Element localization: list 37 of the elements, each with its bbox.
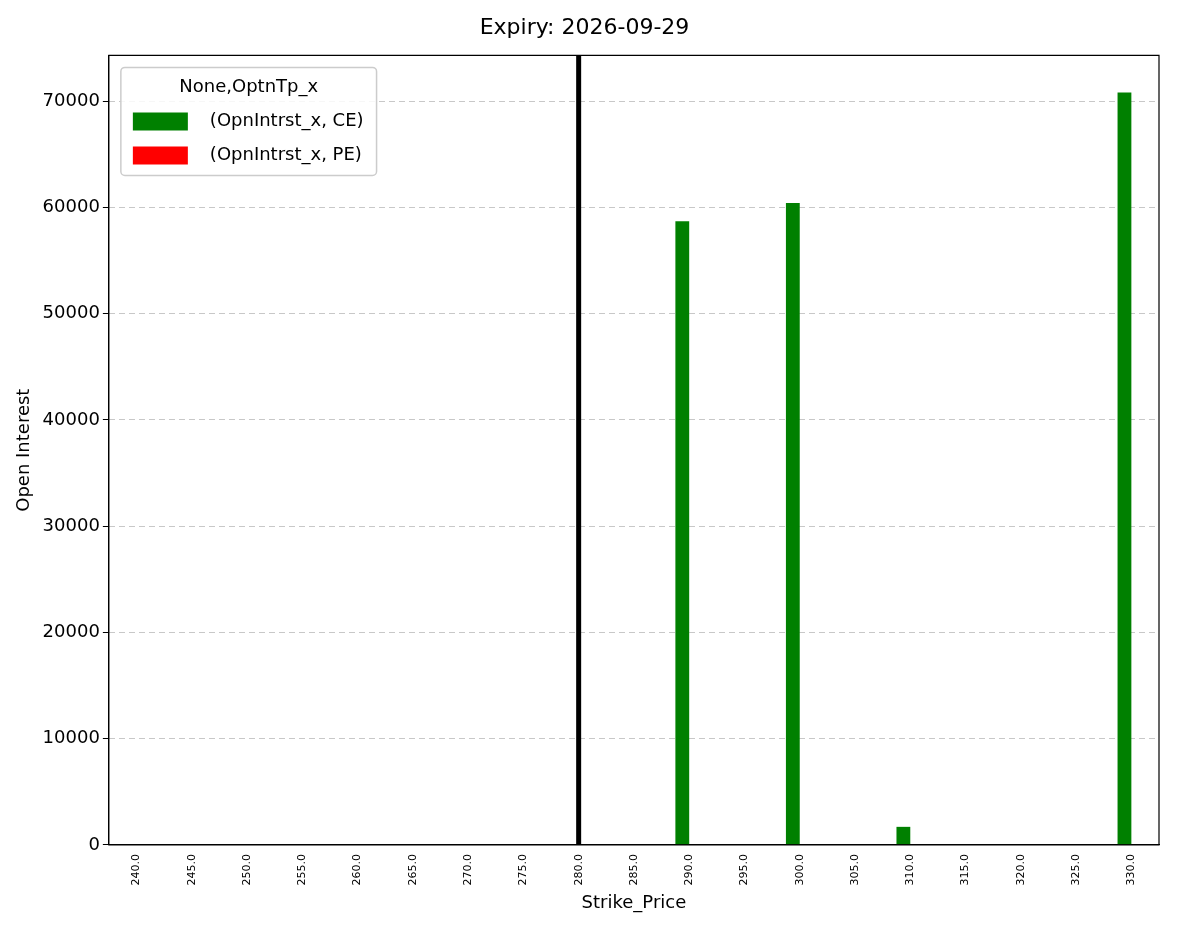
y-tick-label: 10000 [42, 726, 100, 748]
x-tick-label: 290.0 [682, 853, 696, 886]
x-tick-label: 245.0 [184, 853, 198, 886]
y-tick-label: 50000 [42, 301, 100, 323]
x-tick-label: 240.0 [129, 853, 143, 886]
y-tick-label: 40000 [42, 407, 100, 429]
y-tick-label: 30000 [42, 513, 100, 535]
x-tick-label: 280.0 [571, 853, 585, 886]
x-tick-label: 275.0 [516, 853, 530, 886]
x-tick-label: 250.0 [239, 853, 253, 886]
x-tick-label: 310.0 [903, 853, 917, 886]
bar [1117, 92, 1132, 845]
x-tick-label: 265.0 [405, 853, 419, 886]
y-tick-label: 20000 [42, 620, 100, 642]
y-tick-label: 60000 [42, 195, 100, 217]
x-axis-title: Strike_Price [581, 890, 687, 913]
y-tick-label: 70000 [42, 88, 100, 110]
bar [785, 203, 800, 845]
x-tick-label: 320.0 [1013, 853, 1027, 886]
bar [675, 221, 690, 845]
x-tick-label: 255.0 [295, 853, 309, 886]
bar [896, 826, 911, 845]
x-tick-label: 305.0 [847, 853, 861, 886]
y-axis-title: Open Interest [12, 388, 34, 512]
x-tick-label: 270.0 [460, 853, 474, 886]
legend-label: (OpnIntrst_x, CE) [209, 109, 364, 132]
x-tick-label: 260.0 [350, 853, 364, 886]
y-tick-label: 0 [88, 832, 100, 854]
chart-title: Expiry: 2026-09-29 [479, 13, 690, 39]
x-tick-label: 315.0 [958, 853, 972, 886]
x-tick-label: 295.0 [737, 853, 751, 886]
x-tick-label: 300.0 [792, 853, 806, 886]
x-tick-label: 330.0 [1124, 853, 1138, 886]
x-tick-label: 285.0 [626, 853, 640, 886]
legend-label: (OpnIntrst_x, PE) [209, 143, 362, 166]
legend-title: None,OptnTp_x [179, 75, 319, 98]
x-tick-label: 325.0 [1068, 853, 1082, 886]
